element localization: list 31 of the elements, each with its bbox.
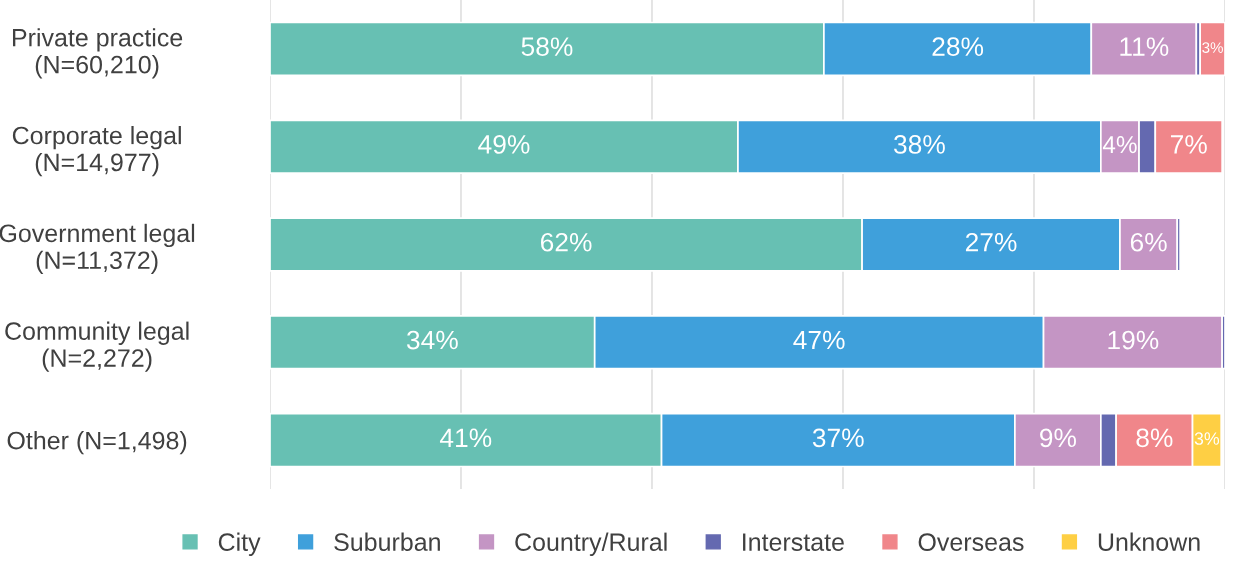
y-tick-label: Community legal (N=2,272): [5, 321, 189, 372]
data-label: 37%: [812, 428, 864, 448]
data-label: 38%: [894, 135, 945, 154]
data-label: 4%: [1102, 136, 1137, 154]
data-label: 3%: [1202, 42, 1223, 53]
y-tick-label: Corporate legal (N=14,977): [12, 125, 181, 177]
legend-label: Overseas: [918, 533, 1024, 551]
data-label: 41%: [439, 428, 492, 448]
y-tick-label: Other (N=1,498): [7, 431, 187, 455]
y-tick-label: Private practice (N=60,210): [12, 28, 183, 79]
data-label: 49%: [478, 135, 530, 154]
legend-label: Suburban: [334, 532, 440, 551]
data-label: 8%: [1136, 428, 1173, 448]
y-tick-label: Government legal (N=11,372): [0, 223, 195, 275]
data-label: 7%: [1170, 135, 1207, 154]
legend-label: Interstate: [743, 533, 844, 551]
legend-label: Country/Rural: [515, 532, 667, 556]
data-label: 27%: [965, 232, 1017, 252]
data-label: 58%: [521, 37, 573, 56]
legend-label: City: [218, 532, 261, 556]
data-label: 34%: [406, 330, 458, 350]
data-label: 47%: [793, 330, 845, 350]
data-label: 28%: [932, 37, 984, 56]
data-label: 3%: [1194, 432, 1220, 445]
data-label: 9%: [1040, 428, 1077, 448]
data-label: 6%: [1130, 232, 1167, 252]
data-label: 62%: [540, 232, 592, 252]
legend-label: Unknown: [1098, 532, 1200, 551]
data-label: 11%: [1120, 37, 1169, 56]
data-label: 19%: [1108, 330, 1159, 350]
bar: [1199, 21, 1225, 77]
